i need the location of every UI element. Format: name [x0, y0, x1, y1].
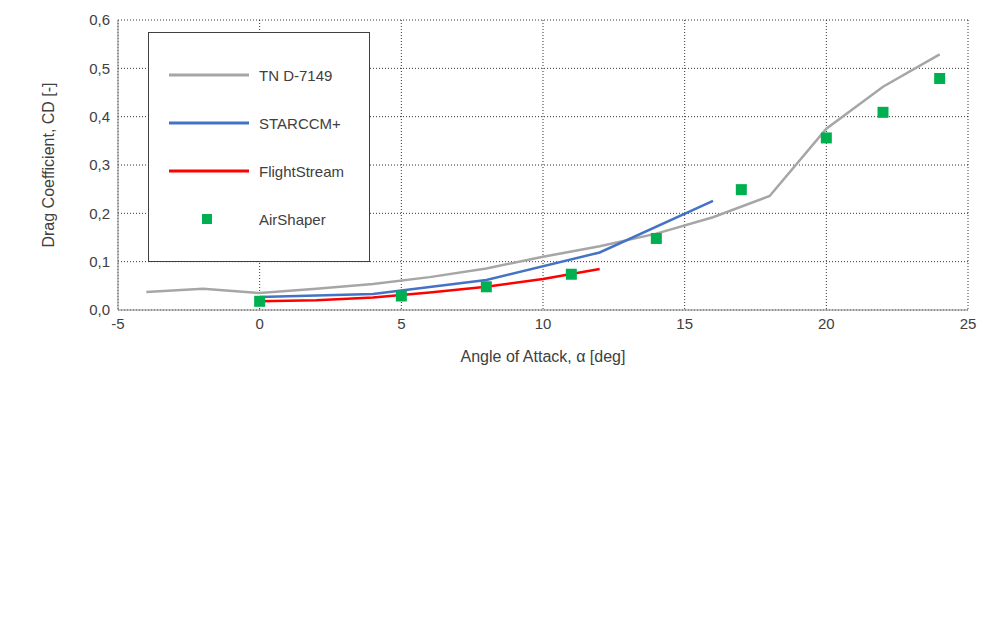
svg-text:Drag Coefficient, CD [-]: Drag Coefficient, CD [-]	[40, 82, 57, 247]
svg-text:0,3: 0,3	[89, 156, 110, 173]
html-text:TN D-7149: TN D-7149	[259, 66, 333, 84]
svg-text:-5: -5	[111, 315, 124, 332]
html-text:STARCCM+: STARCCM+	[259, 114, 341, 132]
svg-text:0,0: 0,0	[89, 301, 110, 318]
html-text:AirShaper: AirShaper	[259, 210, 326, 228]
svg-text:0: 0	[255, 315, 263, 332]
svg-text:0,1: 0,1	[89, 253, 110, 270]
svg-text:0,2: 0,2	[89, 205, 110, 222]
svg-text:20: 20	[818, 315, 835, 332]
svg-text:0,4: 0,4	[89, 108, 110, 125]
svg-text:15: 15	[676, 315, 693, 332]
svg-text:25: 25	[960, 315, 977, 332]
svg-text:0,5: 0,5	[89, 60, 110, 77]
svg-text:Angle of Attack, α [deg]: Angle of Attack, α [deg]	[461, 348, 626, 365]
svg-text:10: 10	[535, 315, 552, 332]
svg-text:5: 5	[397, 315, 405, 332]
html-text:FlightStream: FlightStream	[259, 162, 344, 180]
svg-text:0,6: 0,6	[89, 11, 110, 28]
